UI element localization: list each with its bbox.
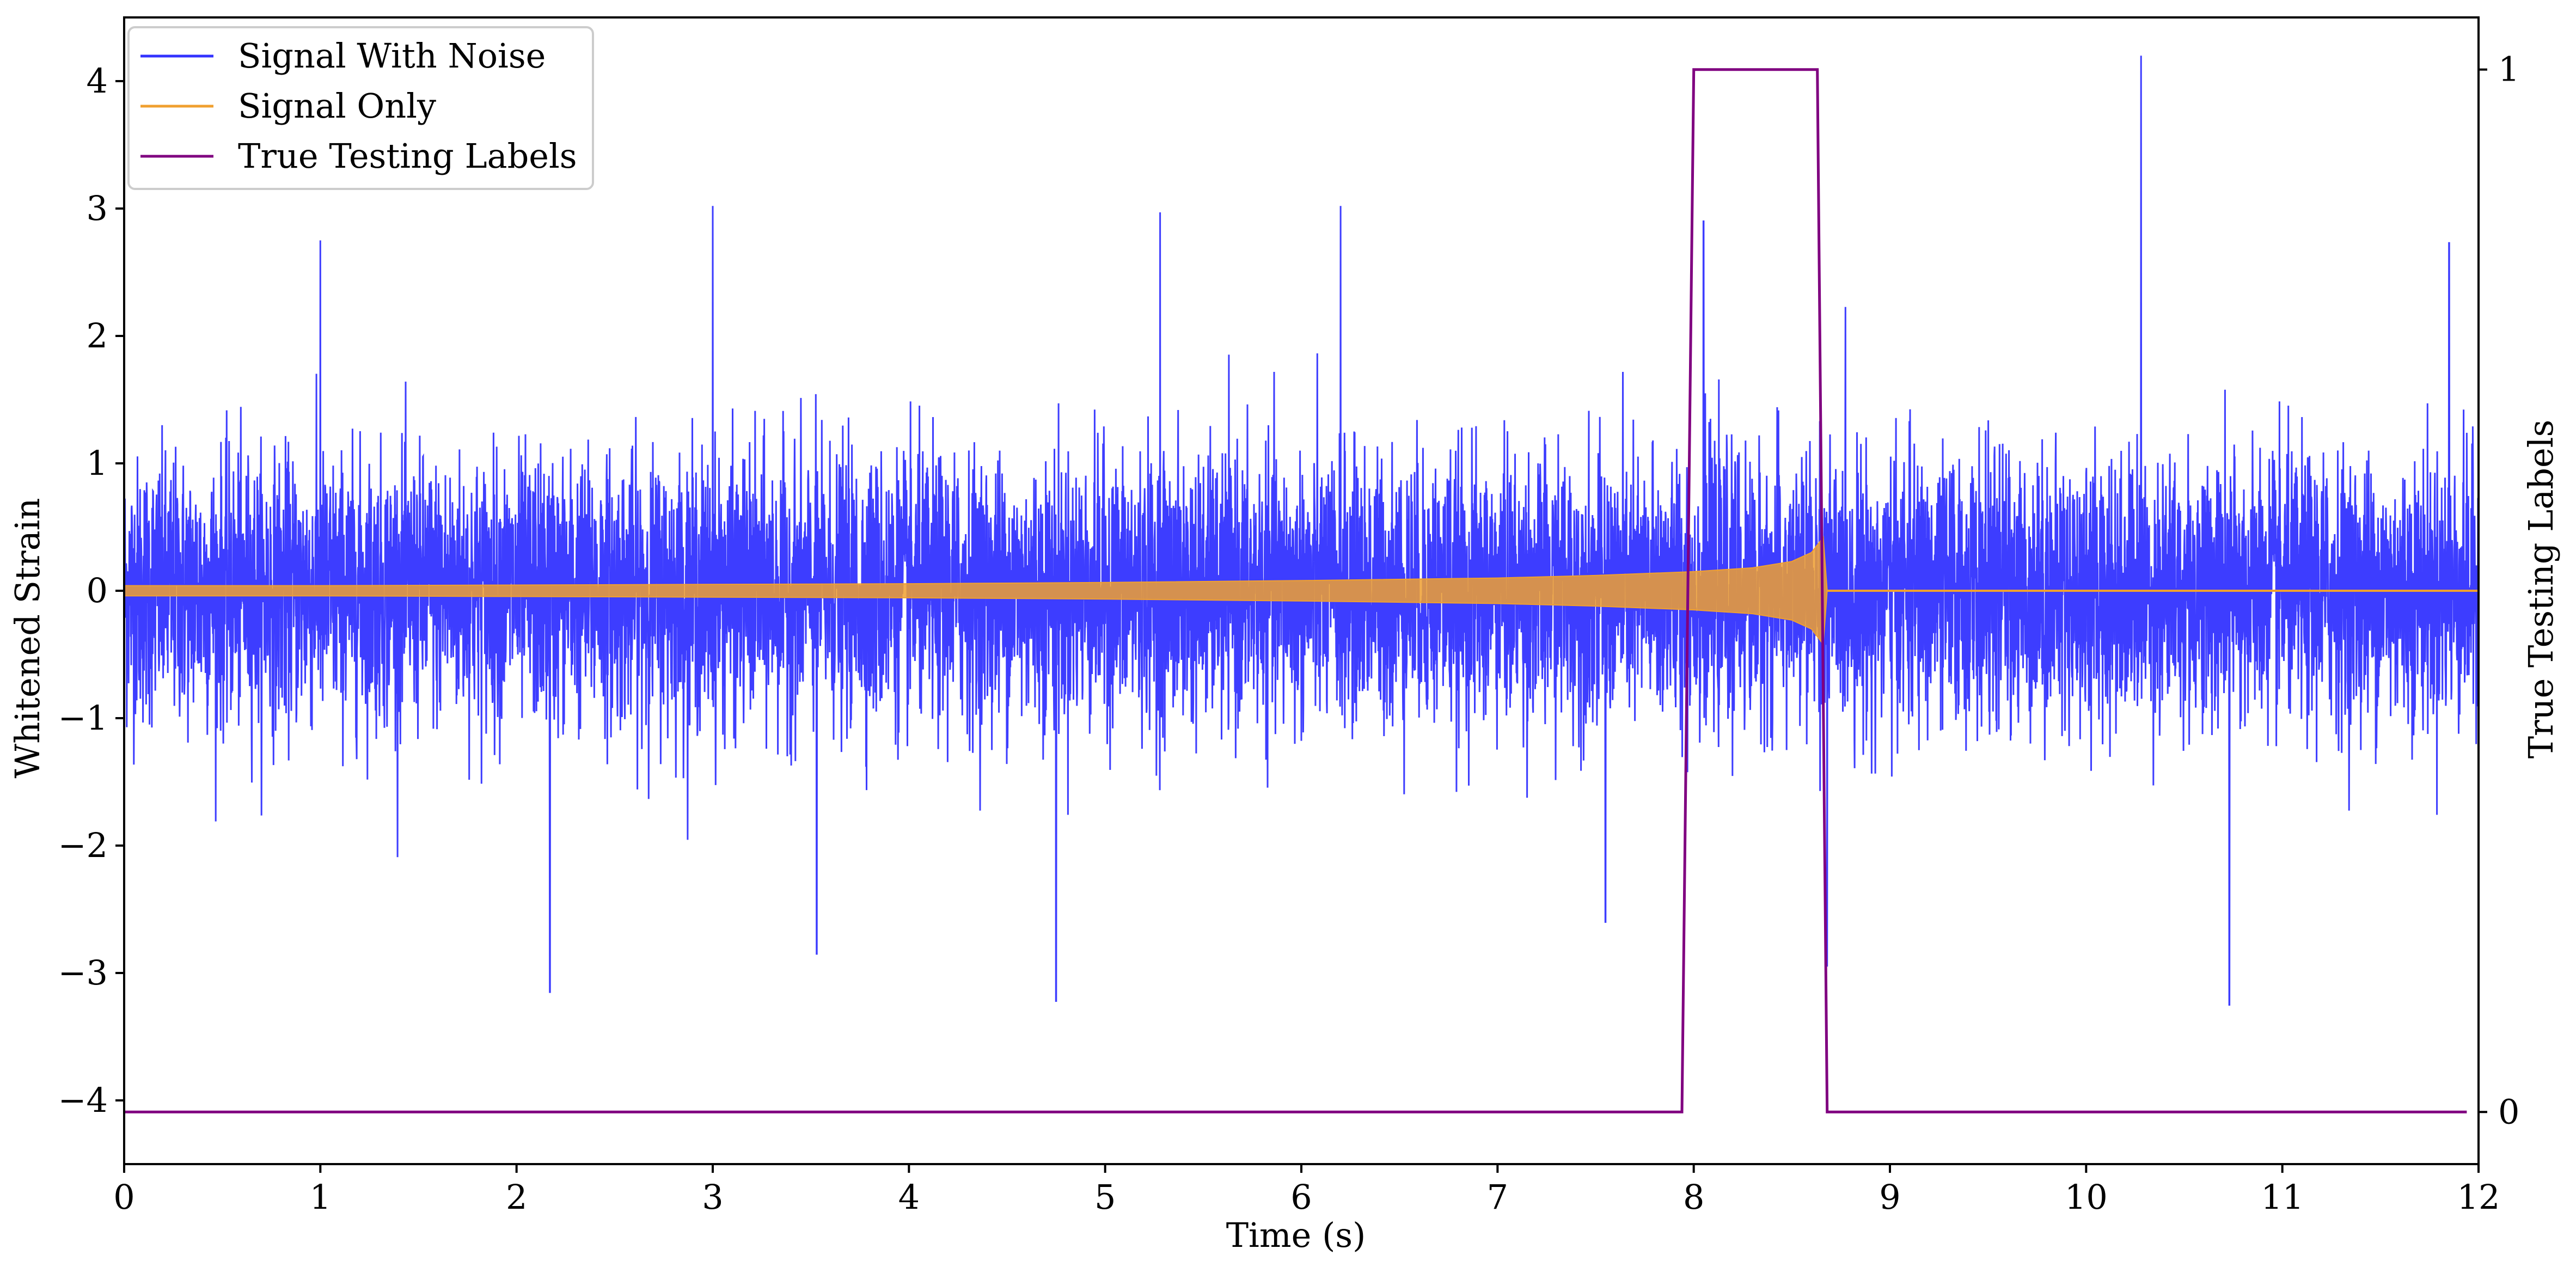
x-tick-label: 8	[1683, 1177, 1704, 1217]
legend-label-signal-with-noise: Signal With Noise	[238, 36, 546, 76]
x-axis-ticks: 0 1 2 3 4 5 6 7 8 9 10 11 12	[113, 1164, 2500, 1217]
x-tick-label: 6	[1290, 1177, 1312, 1217]
x-tick-label: 5	[1094, 1177, 1116, 1217]
x-axis-label: Time (s)	[1226, 1215, 1366, 1255]
y-right-tick-label: 0	[2498, 1092, 2519, 1131]
y-left-tick-label: −3	[58, 953, 108, 993]
y-left-tick-label: −2	[58, 825, 108, 865]
x-tick-label: 3	[702, 1177, 723, 1217]
y-left-tick-label: −4	[58, 1080, 108, 1120]
y-right-tick-label: 1	[2498, 50, 2519, 89]
x-tick-label: 1	[310, 1177, 331, 1217]
y-axis-left-ticks: −4 −3 −2 −1 0 1 2 3 4	[58, 61, 124, 1120]
x-tick-label: 10	[2065, 1177, 2108, 1217]
series-true-testing-labels	[124, 68, 2467, 1113]
y-left-tick-label: 2	[87, 316, 108, 356]
x-tick-label: 12	[2457, 1177, 2500, 1217]
x-tick-label: 7	[1487, 1177, 1508, 1217]
x-tick-label: 2	[506, 1177, 527, 1217]
y-left-tick-label: 0	[87, 571, 108, 610]
y-left-tick-label: 1	[87, 443, 108, 483]
series-signal-only	[124, 536, 2479, 646]
x-tick-label: 0	[113, 1177, 134, 1217]
true-testing-labels-line	[124, 68, 2467, 1113]
legend-label-signal-only: Signal Only	[238, 86, 436, 126]
legend-label-true-testing-labels: True Testing Labels	[238, 136, 577, 176]
x-tick-label: 9	[1879, 1177, 1900, 1217]
legend-box	[127, 26, 594, 190]
y-left-tick-label: 3	[87, 188, 108, 228]
y-left-tick-label: −1	[58, 698, 108, 738]
y-axis-right-label: True Testing Labels	[2521, 420, 2561, 759]
series-signal-with-noise	[123, 56, 2480, 1006]
legend: Signal With Noise Signal Only True Testi…	[127, 26, 594, 190]
x-tick-label: 11	[2261, 1177, 2304, 1217]
signal-with-noise-line	[123, 56, 2480, 1006]
y-axis-left-label: Whitened Strain	[8, 498, 47, 779]
y-axis-right-ticks: 01	[2479, 50, 2519, 1131]
y-left-tick-label: 4	[87, 61, 108, 101]
x-tick-label: 4	[898, 1177, 920, 1217]
